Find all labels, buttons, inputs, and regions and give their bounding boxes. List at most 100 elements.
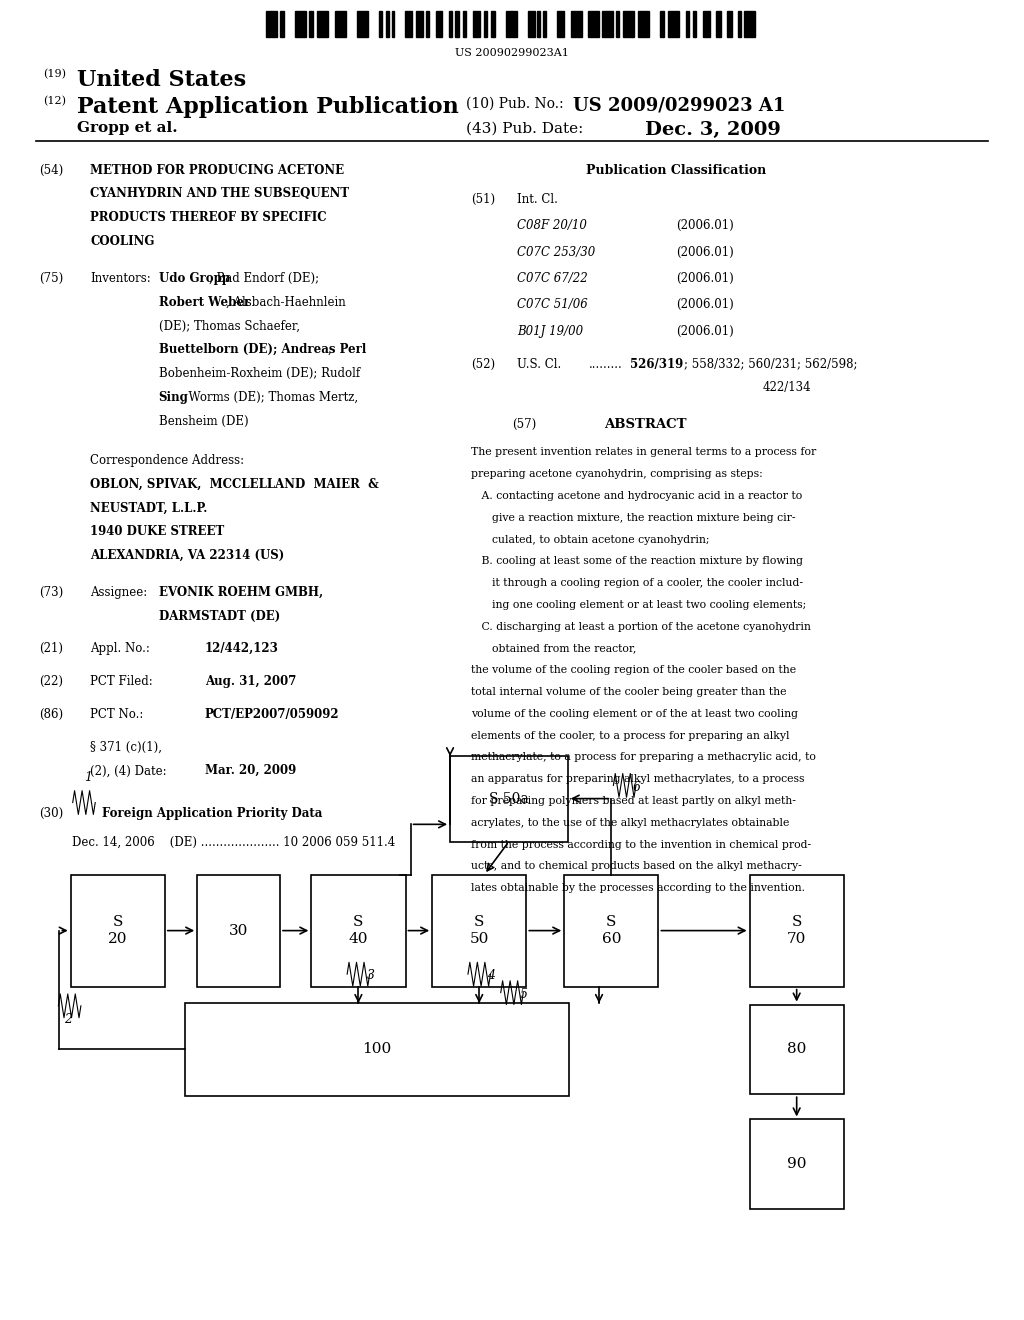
Bar: [455, 11, 459, 37]
Text: 4: 4: [487, 969, 496, 982]
Bar: [669, 11, 679, 37]
Text: 2: 2: [65, 1012, 73, 1026]
Bar: [570, 11, 582, 37]
Bar: [750, 874, 844, 987]
Text: Patent Application Publication: Patent Application Publication: [77, 96, 459, 119]
Bar: [483, 11, 486, 37]
Text: ABSTRACT: ABSTRACT: [604, 418, 687, 432]
Text: (2006.01): (2006.01): [676, 298, 733, 312]
Text: Inventors:: Inventors:: [90, 272, 151, 285]
Bar: [451, 755, 567, 842]
Text: for preparing polymers based at least partly on alkyl meth-: for preparing polymers based at least pa…: [471, 796, 796, 807]
Text: (21): (21): [39, 642, 62, 655]
Text: 90: 90: [786, 1158, 807, 1171]
Text: CYANHYDRIN AND THE SUBSEQUENT: CYANHYDRIN AND THE SUBSEQUENT: [90, 187, 349, 201]
Text: 1: 1: [84, 771, 92, 784]
Text: C07C 67/22: C07C 67/22: [517, 272, 588, 285]
Text: Correspondence Address:: Correspondence Address:: [90, 454, 245, 467]
Bar: [506, 11, 517, 37]
Text: Gropp et al.: Gropp et al.: [77, 121, 177, 136]
Text: (51): (51): [471, 193, 496, 206]
Text: Udo Gropp: Udo Gropp: [159, 272, 229, 285]
Bar: [71, 874, 165, 987]
Bar: [335, 11, 346, 37]
Text: METHOD FOR PRODUCING ACETONE: METHOD FOR PRODUCING ACETONE: [90, 164, 344, 177]
Bar: [623, 11, 634, 37]
Bar: [490, 11, 495, 37]
Text: PCT/EP2007/059092: PCT/EP2007/059092: [205, 708, 339, 721]
Text: (2006.01): (2006.01): [676, 219, 733, 232]
Bar: [557, 11, 563, 37]
Text: (54): (54): [39, 164, 63, 177]
Text: (2006.01): (2006.01): [676, 272, 733, 285]
Text: .........: .........: [589, 358, 623, 371]
Text: total internal volume of the cooler being greater than the: total internal volume of the cooler bein…: [471, 688, 786, 697]
Text: culated, to obtain acetone cyanohydrin;: culated, to obtain acetone cyanohydrin;: [471, 535, 710, 545]
Text: it through a cooling region of a cooler, the cooler includ-: it through a cooling region of a cooler,…: [471, 578, 803, 589]
Text: (73): (73): [39, 586, 63, 599]
Bar: [386, 11, 389, 37]
Text: (43) Pub. Date:: (43) Pub. Date:: [466, 121, 584, 136]
Bar: [693, 11, 695, 37]
Text: DARMSTADT (DE): DARMSTADT (DE): [159, 610, 280, 623]
Text: US 2009/0299023 A1: US 2009/0299023 A1: [573, 96, 785, 115]
Bar: [738, 11, 741, 37]
Bar: [638, 11, 649, 37]
Text: (2), (4) Date:: (2), (4) Date:: [90, 764, 167, 777]
Bar: [744, 11, 755, 37]
Text: (19): (19): [43, 69, 66, 79]
Bar: [686, 11, 689, 37]
Text: S
20: S 20: [108, 916, 128, 945]
Bar: [660, 11, 665, 37]
Text: ucts, and to chemical products based on the alkyl methacry-: ucts, and to chemical products based on …: [471, 862, 802, 871]
Text: lates obtainable by the processes according to the invention.: lates obtainable by the processes accord…: [471, 883, 805, 894]
Text: (12): (12): [43, 96, 66, 107]
Text: (75): (75): [39, 272, 63, 285]
Text: (DE); Thomas Schaefer,: (DE); Thomas Schaefer,: [159, 319, 300, 333]
Text: obtained from the reactor,: obtained from the reactor,: [471, 644, 636, 653]
Text: S
60: S 60: [601, 916, 622, 945]
Text: Publication Classification: Publication Classification: [586, 164, 766, 177]
Text: PCT No.:: PCT No.:: [90, 708, 143, 721]
Text: Mar. 20, 2009: Mar. 20, 2009: [205, 764, 296, 777]
Text: Assignee:: Assignee:: [90, 586, 147, 599]
Bar: [266, 11, 278, 37]
Text: (2006.01): (2006.01): [676, 246, 733, 259]
Text: PRODUCTS THEREOF BY SPECIFIC: PRODUCTS THEREOF BY SPECIFIC: [90, 211, 327, 224]
Bar: [357, 11, 368, 37]
Bar: [295, 11, 306, 37]
Text: ; 558/332; 560/231; 562/598;: ; 558/332; 560/231; 562/598;: [684, 358, 857, 371]
Bar: [473, 11, 479, 37]
Text: C. discharging at least a portion of the acetone cyanohydrin: C. discharging at least a portion of the…: [471, 622, 811, 632]
Text: ,: ,: [328, 343, 332, 356]
Bar: [184, 1003, 569, 1096]
Bar: [450, 11, 453, 37]
Text: ing one cooling element or at least two cooling elements;: ing one cooling element or at least two …: [471, 601, 806, 610]
Text: US 20090299023A1: US 20090299023A1: [455, 48, 569, 58]
Text: § 371 (c)(1),: § 371 (c)(1),: [90, 741, 162, 754]
Text: A. contacting acetone and hydrocyanic acid in a reactor to: A. contacting acetone and hydrocyanic ac…: [471, 491, 802, 502]
Text: 422/134: 422/134: [763, 381, 811, 395]
Bar: [750, 1119, 844, 1209]
Bar: [280, 11, 284, 37]
Text: give a reaction mixture, the reaction mixture being cir-: give a reaction mixture, the reaction mi…: [471, 513, 796, 523]
Text: B01J 19/00: B01J 19/00: [517, 325, 584, 338]
Bar: [543, 11, 546, 37]
Text: Aug. 31, 2007: Aug. 31, 2007: [205, 675, 296, 688]
Bar: [527, 11, 535, 37]
Bar: [435, 11, 442, 37]
Text: S
40: S 40: [348, 916, 369, 945]
Bar: [309, 11, 313, 37]
Text: preparing acetone cyanohydrin, comprising as steps:: preparing acetone cyanohydrin, comprisin…: [471, 470, 763, 479]
Text: Foreign Application Priority Data: Foreign Application Priority Data: [102, 807, 323, 820]
Text: methacrylate, to a process for preparing a methacrylic acid, to: methacrylate, to a process for preparing…: [471, 752, 816, 763]
Text: Dec. 14, 2006    (DE) ..................... 10 2006 059 511.4: Dec. 14, 2006 (DE) .....................…: [72, 836, 395, 849]
Text: 5: 5: [520, 987, 528, 1001]
Bar: [406, 11, 413, 37]
Bar: [602, 11, 613, 37]
Bar: [317, 11, 329, 37]
Text: 6: 6: [633, 780, 641, 793]
Text: Bensheim (DE): Bensheim (DE): [159, 414, 249, 428]
Text: 80: 80: [787, 1043, 806, 1056]
Text: 1940 DUKE STREET: 1940 DUKE STREET: [90, 525, 224, 539]
